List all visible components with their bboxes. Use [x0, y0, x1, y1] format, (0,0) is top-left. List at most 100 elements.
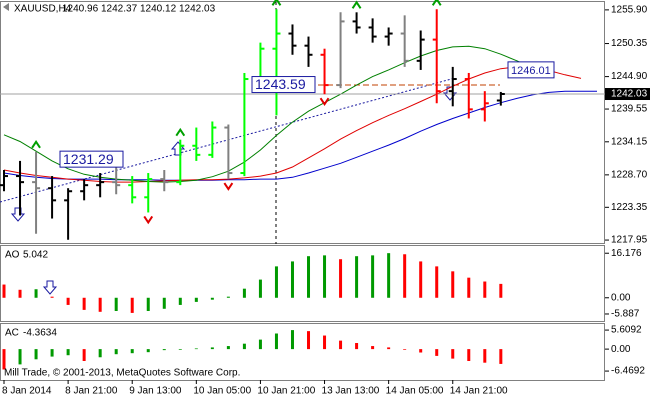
oscillator-bar — [274, 266, 278, 298]
oscillator-bar — [226, 346, 230, 350]
footer: Mill Trade, © 2001-2013, MetaQuotes Soft… — [4, 368, 240, 379]
oscillator-bar — [387, 253, 391, 298]
y-tick-label: 1217.95 — [611, 235, 648, 246]
oscillator-bar — [226, 296, 230, 298]
oscillator-bar — [114, 349, 118, 355]
x-tick-label: 8 Jan 2014 — [2, 386, 52, 397]
x-tick-label: 10 Jan 05:00 — [193, 386, 251, 397]
y-tick-label: 1223.35 — [611, 202, 648, 213]
oscillator-bar — [82, 297, 86, 310]
header-low: 1240.12 — [140, 4, 177, 15]
indicator-title: AC — [5, 328, 19, 339]
oscillator-bar — [2, 349, 6, 370]
y-tick-label: 16.176 — [611, 248, 642, 259]
oscillator-bar — [307, 256, 311, 298]
oscillator-bar — [66, 297, 70, 305]
x-tick-label: 10 Jan 21:00 — [257, 386, 315, 397]
header-icon — [3, 3, 9, 11]
fractal-up — [351, 0, 362, 9]
oscillator-bar — [18, 289, 22, 298]
y-tick-label: 0.00 — [611, 344, 631, 355]
ao-pane — [0, 245, 605, 322]
fractal-up — [431, 0, 442, 6]
oscillator-bar — [499, 283, 503, 298]
indicator-value: 5.042 — [23, 250, 48, 261]
y-tick-label: -6.4692 — [611, 366, 645, 377]
indicator-title: AO — [5, 250, 20, 261]
oscillator-bar — [66, 349, 70, 356]
oscillator-bar — [274, 333, 278, 350]
oscillator-bar — [339, 259, 343, 298]
header-open: 1240.96 — [62, 4, 99, 15]
y-tick-label: 1255.90 — [611, 5, 648, 16]
oscillator-bar — [50, 349, 54, 357]
oscillator-bar — [483, 349, 487, 363]
y-tick-label: 1239.55 — [611, 104, 648, 115]
oscillator-bar — [435, 349, 439, 356]
oscillator-bar — [467, 349, 471, 361]
fractal-down — [143, 215, 154, 225]
oscillator-bar — [98, 349, 102, 358]
y-tick-label: -5.887 — [611, 309, 640, 320]
oscillator-bar — [499, 349, 503, 364]
oscillator-bar — [403, 254, 407, 298]
y-tick-label: 1250.35 — [611, 38, 648, 49]
oscillator-bar — [323, 335, 327, 350]
main-pane — [0, 1, 605, 244]
oscillator-bar — [403, 349, 407, 350]
oscillator-bar — [194, 348, 198, 350]
x-tick-label: 13 Jan 13:00 — [322, 386, 380, 397]
alligator-line — [3, 90, 597, 181]
oscillator-bar — [307, 331, 311, 350]
oscillator-bar — [371, 346, 375, 350]
oscillator-bar — [419, 261, 423, 298]
price-label-box — [251, 76, 316, 94]
oscillator-bar — [114, 297, 118, 311]
oscillator-bar — [323, 255, 327, 298]
current-price-box — [605, 88, 650, 101]
oscillator-bar — [178, 297, 182, 305]
oscillator-bar — [2, 284, 6, 298]
y-tick-label: 5.6092 — [611, 325, 642, 336]
oscillator-bar — [98, 297, 102, 312]
chart-title: XAUUSD,H4 — [14, 4, 72, 15]
oscillator-bar — [210, 297, 214, 300]
pane-frames — [0, 1, 605, 381]
oscillator-bar — [371, 255, 375, 298]
price-label: 1231.29 — [63, 151, 114, 167]
oscillator-bar — [34, 349, 38, 360]
y-tick-label: 0.00 — [611, 292, 631, 303]
x-tick-label: 14 Jan 05:00 — [386, 386, 444, 397]
oscillator-bar — [483, 281, 487, 298]
y-tick-label: 1244.90 — [611, 71, 648, 82]
oscillator-bar — [258, 339, 262, 350]
y-tick-label: 1234.15 — [611, 136, 648, 147]
oscillator-bar — [162, 297, 166, 309]
oscillator-bar — [50, 296, 54, 298]
oscillator-bar — [242, 343, 246, 350]
oscillator-bar — [339, 340, 343, 350]
oscillator-bar — [18, 349, 22, 365]
indicator-value: -4.3634 — [23, 328, 57, 339]
oscillator-bar — [451, 349, 455, 359]
trend-line — [0, 77, 456, 203]
price-label-box — [59, 150, 124, 168]
oscillator-bar — [130, 349, 134, 354]
oscillator-bar — [258, 279, 262, 298]
x-tick-label: 9 Jan 13:00 — [129, 386, 182, 397]
oscillator-bar — [355, 343, 359, 350]
x-tick-label: 8 Jan 21:00 — [65, 386, 118, 397]
oscillator-bar — [290, 261, 294, 298]
oscillator-bar — [34, 289, 38, 298]
oscillator-bar — [162, 349, 166, 351]
price-label-box — [507, 61, 555, 79]
oscillator-bar — [355, 256, 359, 298]
oscillator-bar — [419, 349, 423, 353]
oscillator-bar — [451, 271, 455, 298]
fractal-up — [31, 140, 41, 149]
signal-arrow — [42, 280, 58, 295]
y-tick-label: 1228.70 — [611, 169, 648, 180]
ac-pane — [0, 323, 605, 381]
fractal-up — [271, 0, 282, 6]
oscillator-bar — [467, 277, 471, 298]
